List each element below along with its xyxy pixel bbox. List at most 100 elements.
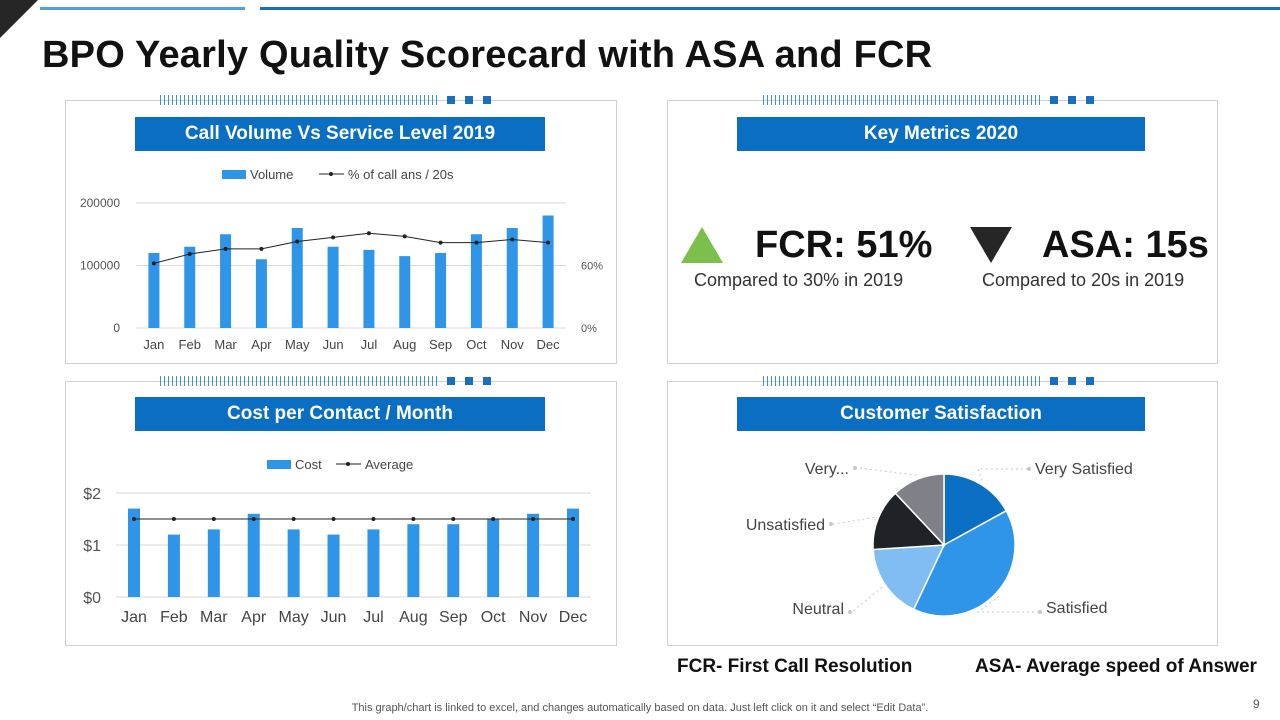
point-call-ans xyxy=(223,246,228,251)
bar-volume xyxy=(399,256,411,328)
pie-label: Neutral xyxy=(792,601,844,618)
fcr-metric: FCR: 51% xyxy=(755,224,933,266)
bar-volume xyxy=(506,228,518,328)
bar-volume xyxy=(220,234,232,328)
x-tick-label: Jan xyxy=(121,609,147,626)
bar-cost xyxy=(247,513,260,597)
panel-decoration xyxy=(763,376,1103,386)
x-tick-label: Oct xyxy=(481,609,506,626)
panel-decoration xyxy=(160,95,500,105)
bar-cost xyxy=(167,534,180,597)
pie-label: Very... xyxy=(805,461,849,478)
x-tick-label: Jul xyxy=(363,609,383,626)
bar-cost xyxy=(207,529,220,597)
pie-slice xyxy=(894,473,945,547)
point-average xyxy=(251,517,256,521)
bar-cost xyxy=(487,519,500,597)
panel-header-cost: Cost per Contact / Month xyxy=(135,397,545,431)
legend-swatch-volume xyxy=(222,170,246,179)
call-volume-chart[interactable]: 0 100000 200000 0% 60% Jan Feb Mar Apr May Jun Jul A… xyxy=(66,160,614,360)
asa-metric: ASA: 15s xyxy=(1042,224,1209,266)
asa-definition: ASA- Average speed of Answer xyxy=(975,656,1257,677)
leader-line xyxy=(831,516,875,525)
footnote: This graph/chart is linked to excel, and… xyxy=(351,702,929,714)
legend-swatch-cost xyxy=(267,460,291,469)
csat-pie-chart[interactable]: Very Satisfied Satisfied Neutral Unsatisfie… xyxy=(668,440,1215,640)
leader-line xyxy=(977,468,1029,481)
x-tick-label: May xyxy=(285,337,310,352)
pie-slice xyxy=(912,509,1016,617)
bar-volume xyxy=(327,246,339,328)
leader-dot xyxy=(853,466,857,470)
legend-label: % of call ans / 20s xyxy=(348,167,454,182)
bar-cost xyxy=(527,513,540,597)
panel-header-key-metrics: Key Metrics 2020 xyxy=(737,117,1145,151)
leader-line xyxy=(850,586,883,613)
point-call-ans xyxy=(474,240,479,245)
panel-header-call-volume: Call Volume Vs Service Level 2019 xyxy=(135,117,545,151)
x-tick-label: Mar xyxy=(200,609,228,626)
panel-header-csat: Customer Satisfaction xyxy=(737,397,1145,431)
x-tick-label: Jul xyxy=(361,337,378,352)
x-tick-label: Dec xyxy=(559,609,587,626)
top-rule xyxy=(260,7,1280,10)
x-tick-label: Sep xyxy=(439,609,468,626)
pie-slice xyxy=(872,544,946,611)
pie-label: Satisfied xyxy=(1046,600,1107,617)
x-tick-label: Feb xyxy=(160,609,188,626)
point-call-ans xyxy=(438,240,443,245)
legend-label: Volume xyxy=(250,167,293,182)
y-tick-label: 0 xyxy=(113,321,120,335)
y2-tick-label: 60% xyxy=(581,261,603,273)
point-call-ans xyxy=(259,246,264,251)
pie-label: Very Satisfied xyxy=(1035,461,1133,478)
y-tick-label: $1 xyxy=(83,538,101,555)
point-average xyxy=(291,517,296,521)
legend-label: Average xyxy=(365,457,413,472)
cost-chart[interactable]: $0 $1 $2 Jan Feb Mar Apr May Jun Jul Aug Sep Oct Nov D… xyxy=(66,445,614,640)
point-average xyxy=(491,517,496,521)
bar-volume xyxy=(255,259,267,328)
point-call-ans xyxy=(366,231,371,236)
point-call-ans xyxy=(546,240,551,245)
y-tick-label: $2 xyxy=(83,486,101,503)
y-tick-label: 100000 xyxy=(80,259,120,273)
x-tick-label: Nov xyxy=(501,337,525,352)
leader-dot xyxy=(1038,610,1042,614)
asa-down-triangle-icon xyxy=(970,227,1012,263)
y-tick-label: $0 xyxy=(83,590,101,607)
leader-dot xyxy=(848,610,852,614)
point-call-ans xyxy=(510,237,515,242)
point-average xyxy=(411,517,416,521)
point-average xyxy=(531,517,536,521)
point-call-ans xyxy=(295,239,300,244)
x-tick-label: Sep xyxy=(429,337,452,352)
bar-cost xyxy=(128,508,140,597)
bar-volume xyxy=(542,215,554,328)
page-title: BPO Yearly Quality Scorecard with ASA an… xyxy=(42,34,933,76)
x-tick-label: Jun xyxy=(321,609,347,626)
asa-comparison: Compared to 20s in 2019 xyxy=(982,270,1185,290)
bar-volume xyxy=(470,234,482,328)
point-average xyxy=(132,517,136,521)
leader-dot xyxy=(1027,467,1031,471)
x-tick-label: Nov xyxy=(519,609,547,626)
x-tick-label: Apr xyxy=(241,609,267,626)
bar-cost xyxy=(287,529,300,597)
x-tick-label: Aug xyxy=(393,337,416,352)
y2-tick-label: 0% xyxy=(581,323,597,335)
pie-label: Unsatisfied xyxy=(746,517,825,534)
bar-volume xyxy=(291,228,303,328)
point-call-ans xyxy=(187,252,192,257)
point-average xyxy=(371,517,376,521)
y-tick-label: 200000 xyxy=(80,196,120,210)
x-tick-label: Dec xyxy=(537,337,561,352)
bar-cost xyxy=(367,529,380,597)
x-tick-label: Mar xyxy=(214,337,237,352)
leader-dot xyxy=(829,522,833,526)
legend-swatch-marker xyxy=(346,462,350,466)
bar-volume xyxy=(435,253,447,328)
corner-accent xyxy=(0,0,38,38)
bar-cost xyxy=(407,524,420,597)
fcr-up-triangle-icon xyxy=(681,227,723,263)
